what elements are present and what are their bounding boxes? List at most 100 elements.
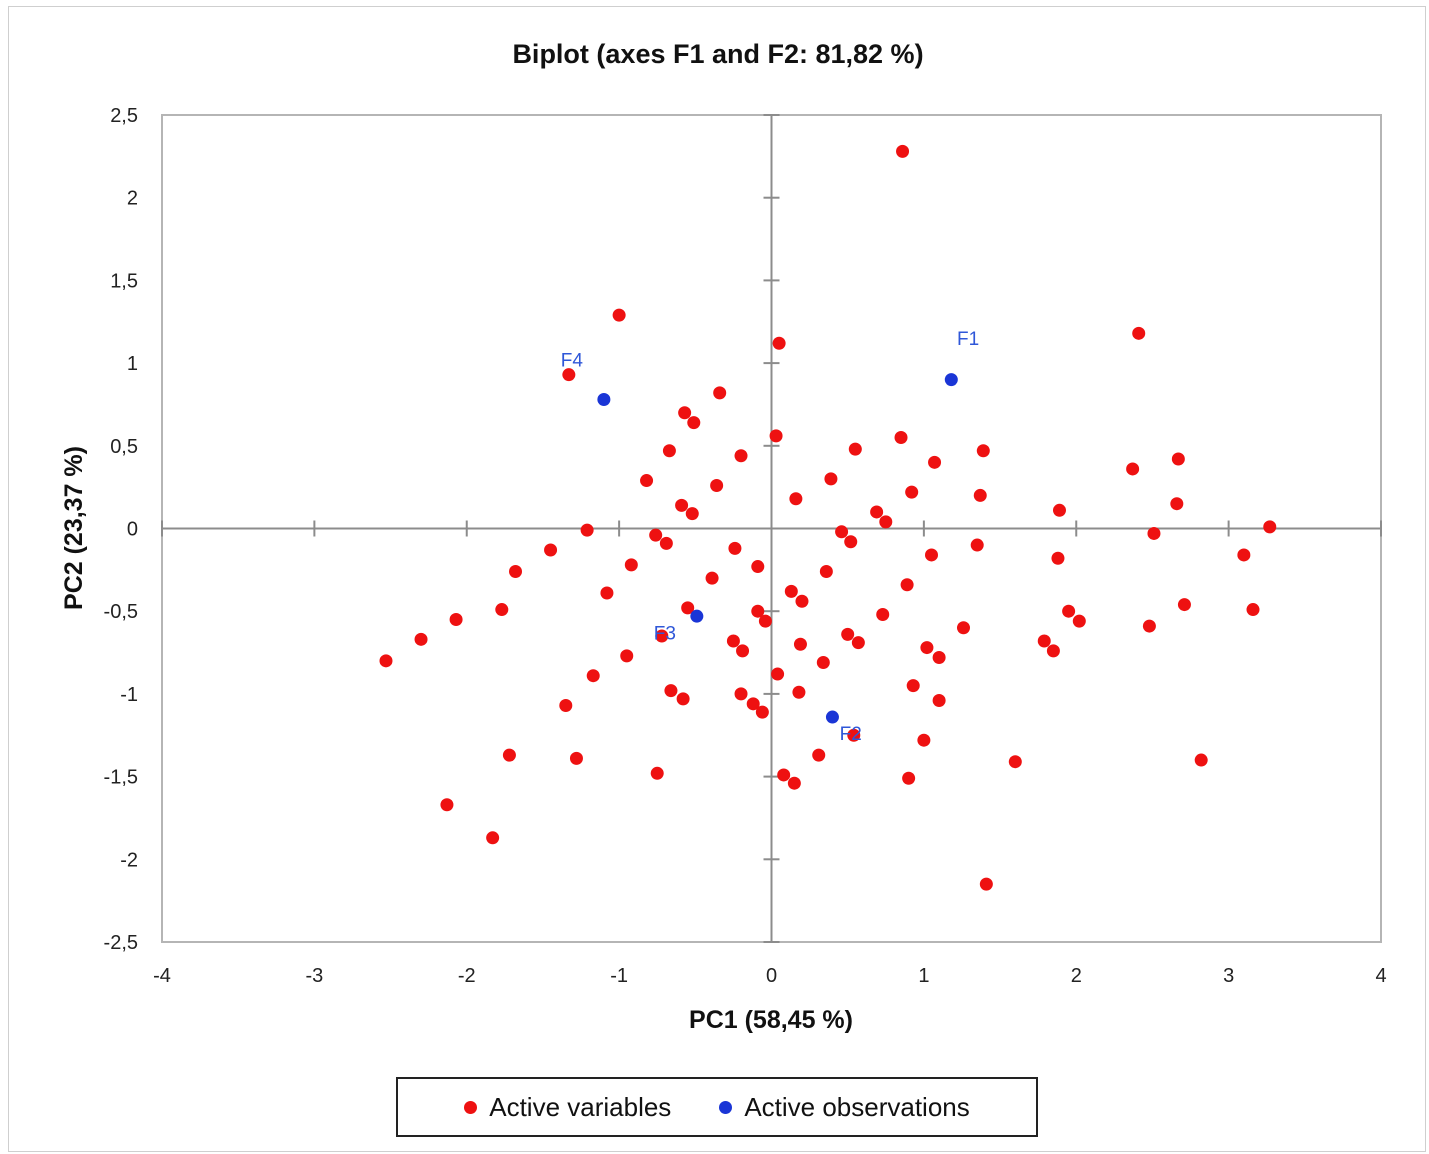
variable-point <box>664 684 678 698</box>
variable-point <box>620 649 634 663</box>
variable-point <box>792 685 806 699</box>
variable-point <box>1052 503 1066 517</box>
variable-point <box>976 444 990 458</box>
tick-labels: -4 -3 -2 -1 0 1 2 3 4 2,5 2 1,5 1 0,5 0 -0,5 -1 -1,5 -2 -2,… <box>104 105 1387 987</box>
variable-point <box>824 472 838 486</box>
variable-point <box>544 543 558 557</box>
variable-point <box>841 627 855 641</box>
variable-point <box>746 697 760 711</box>
variable-point <box>580 523 594 537</box>
x-tick-label: -3 <box>305 965 323 987</box>
variable-point <box>928 455 942 469</box>
variable-point <box>917 733 931 747</box>
variable-point <box>1237 548 1251 562</box>
variable-point <box>624 558 638 572</box>
variable-point <box>900 578 914 592</box>
x-tick-label: 4 <box>1375 965 1386 987</box>
x-tick-label: -1 <box>610 965 628 987</box>
variable-point <box>758 614 772 628</box>
x-axis-label: PC1 (58,45 %) <box>689 1006 853 1034</box>
variable-point <box>894 431 908 445</box>
observation-point <box>825 710 839 724</box>
variable-point <box>1072 614 1086 628</box>
x-tick-label: 1 <box>918 965 929 987</box>
variable-point <box>650 766 664 780</box>
variable-point <box>414 632 428 646</box>
y-tick-label: -0,5 <box>104 601 138 623</box>
observation-label: F3 <box>654 623 676 644</box>
y-tick-label: 1 <box>127 353 138 375</box>
variable-point <box>1171 452 1185 466</box>
variable-point <box>751 560 765 574</box>
y-tick-label: -1,5 <box>104 767 138 789</box>
variable-point <box>844 535 858 549</box>
variable-point <box>920 641 934 655</box>
data-points <box>379 144 1277 891</box>
variable-point <box>1177 598 1191 612</box>
variable-point <box>851 636 865 650</box>
variable-point <box>787 776 801 790</box>
variable-point <box>586 669 600 683</box>
variable-point <box>681 601 695 615</box>
variable-point <box>1194 753 1208 767</box>
variable-point <box>486 831 500 845</box>
y-tick-label: -2,5 <box>104 932 138 954</box>
variable-point <box>879 515 893 529</box>
variable-point <box>1170 497 1184 511</box>
variable-point <box>924 548 938 562</box>
legend: Active variables Active observations <box>396 1077 1038 1137</box>
variable-point <box>1132 326 1146 340</box>
variable-point <box>705 571 719 585</box>
y-tick-label: -1 <box>120 684 138 706</box>
variable-point <box>771 667 785 681</box>
variable-point <box>1126 462 1140 476</box>
y-tick-label: 2 <box>127 188 138 210</box>
y-tick-label: 0,5 <box>110 436 138 458</box>
variable-point <box>769 429 783 443</box>
axes-layer <box>161 114 1382 943</box>
variable-point <box>789 492 803 506</box>
variable-point <box>812 748 826 762</box>
variable-point <box>1008 755 1022 769</box>
variable-point <box>1142 619 1156 633</box>
variable-point <box>870 505 884 519</box>
variable-point <box>1263 520 1277 534</box>
variable-point <box>751 604 765 618</box>
variable-point <box>659 536 673 550</box>
observation-point <box>690 609 704 623</box>
variable-point <box>726 634 740 648</box>
variable-point <box>379 654 393 668</box>
variable-point <box>728 541 742 555</box>
variable-point <box>612 308 626 322</box>
variable-point <box>905 485 919 499</box>
chart-title: Biplot (axes F1 and F2: 81,82 %) <box>512 39 923 69</box>
variable-point <box>784 584 798 598</box>
legend-label-observations: Active observations <box>744 1091 970 1122</box>
y-tick-label: 1,5 <box>110 270 138 292</box>
variable-point <box>734 687 748 701</box>
variable-point <box>736 644 750 658</box>
variable-point <box>847 728 861 742</box>
y-tick-label: 0 <box>127 519 138 541</box>
x-tick-label: 2 <box>1071 965 1082 987</box>
variable-point <box>1062 604 1076 618</box>
legend-marker-observations <box>719 1100 733 1114</box>
variable-point <box>1037 634 1051 648</box>
variable-point <box>970 538 984 552</box>
variable-point <box>440 798 454 812</box>
observation-label: F4 <box>561 350 584 371</box>
variable-point <box>1051 551 1065 565</box>
variable-point <box>562 368 576 382</box>
variable-point <box>449 612 463 626</box>
x-tick-label: -4 <box>153 965 171 987</box>
x-tick-label: -2 <box>458 965 476 987</box>
variable-point <box>678 406 692 420</box>
variable-point <box>509 565 523 579</box>
observation-label: F2 <box>840 724 862 745</box>
variable-point <box>1147 526 1161 540</box>
variable-point <box>713 386 727 400</box>
variable-point <box>495 603 509 617</box>
variable-point <box>932 694 946 708</box>
y-axis-label: PC2 (23,37 %) <box>60 446 88 610</box>
